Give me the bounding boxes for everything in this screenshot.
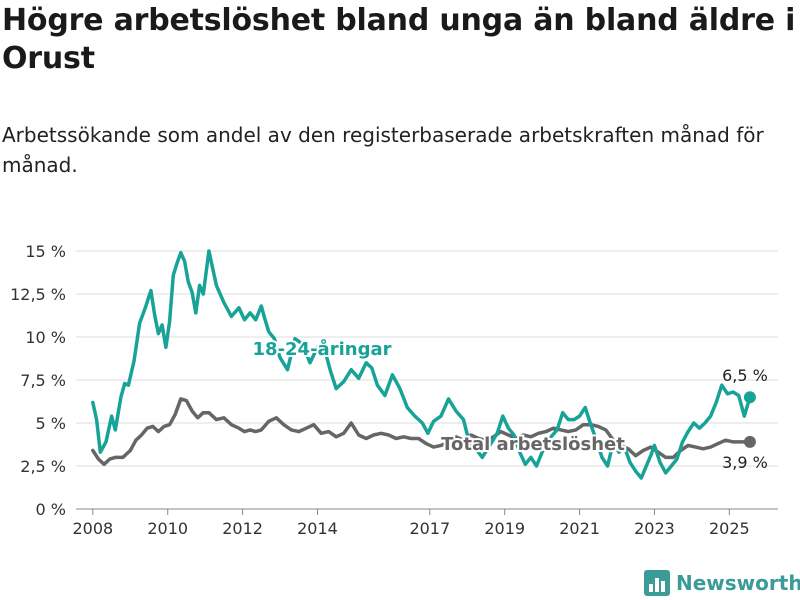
x-tick-label: 2025 [709,519,750,538]
chart-subtitle: Arbetssökande som andel av den registerb… [2,123,764,177]
x-tick-label: 2010 [147,519,188,538]
series-label: Total arbetslöshet [441,434,625,455]
x-tick-label: 2012 [222,519,263,538]
y-tick-label: 2,5 % [20,457,66,476]
x-tick-label: 2019 [484,519,525,538]
series-line [91,397,752,467]
x-tick-label: 2014 [297,519,338,538]
series-end-point [743,435,756,448]
y-tick-label: 7,5 % [20,371,66,390]
y-tick-label: 10 % [25,328,66,347]
series-label: 18-24-åringar [253,338,392,360]
x-tick-label: 2023 [634,519,675,538]
series-end-point [743,391,756,404]
x-tick-label: 2008 [72,519,113,538]
newsworthy-logo: Newsworthy [644,568,800,598]
y-tick-label: 0 % [36,500,66,519]
y-tick-label: 15 % [25,242,66,261]
end-value-label: 3,9 % [722,453,768,472]
chart-title: Högre arbetslöshet bland unga än bland ä… [2,3,796,76]
x-tick-label: 2017 [409,519,450,538]
x-tick-label: 2021 [559,519,600,538]
end-value-label: 6,5 % [722,366,768,385]
bar-chart-icon [644,570,670,596]
series-line [91,249,752,480]
y-tick-label: 5 % [36,414,66,433]
brand-name: Newsworthy [676,571,800,595]
y-tick-label: 12,5 % [10,285,66,304]
